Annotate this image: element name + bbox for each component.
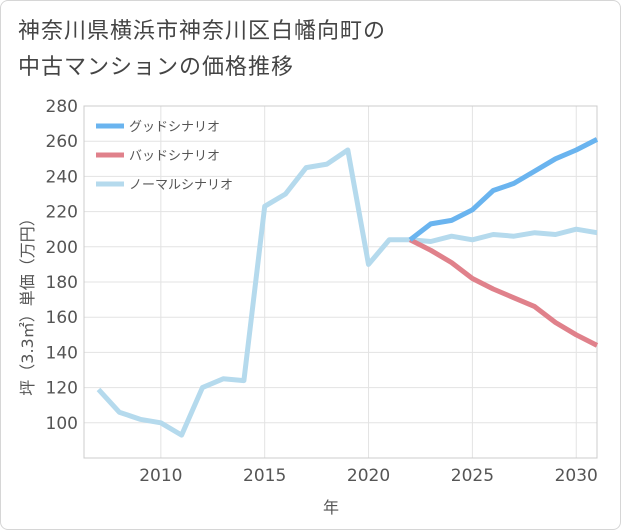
axes [83, 105, 598, 459]
grid [84, 105, 597, 458]
plot-border [83, 105, 598, 459]
y-axis-label: 坪（3.3㎡）単価（万円） [18, 210, 37, 395]
y-tick-label: 100 [46, 414, 78, 434]
series-lines [96, 137, 599, 438]
y-tick-label: 120 [46, 379, 78, 399]
series-line-2 [96, 147, 598, 438]
legend-label-1: バッドシナリオ [129, 149, 220, 164]
chart-title-line-1: 神奈川県横浜市神奈川区白幡向町の [18, 19, 387, 44]
y-tick-label: 160 [46, 308, 78, 328]
x-tick-label: 2015 [243, 466, 286, 486]
series-line-1 [408, 237, 599, 348]
y-tick-label: 280 [46, 97, 78, 117]
x-tick-label: 2030 [555, 466, 598, 486]
tick-labels: 100 120 140 160 180 200 220 240 260 280 2010 2015 20… [46, 97, 598, 486]
x-tick-label: 2010 [139, 466, 182, 486]
series-line-0 [408, 137, 599, 242]
legend-label-0: グッドシナリオ [129, 120, 220, 135]
chart-title: 神奈川県横浜市神奈川区白幡向町の 中古マンションの価格推移 [18, 14, 386, 86]
x-tick-label: 2020 [347, 466, 390, 486]
x-tick-label: 2025 [451, 466, 494, 486]
legend-label-2: ノーマルシナリオ [129, 178, 233, 193]
y-tick-label: 260 [46, 132, 78, 152]
y-tick-label: 240 [46, 167, 78, 187]
y-tick-label: 220 [46, 203, 78, 223]
y-tick-label: 180 [46, 273, 78, 293]
y-tick-label: 200 [46, 238, 78, 258]
x-axis-label: 年 [323, 498, 339, 517]
y-tick-label: 140 [46, 343, 78, 363]
chart-title-line-2: 中古マンションの価格推移 [18, 55, 295, 80]
